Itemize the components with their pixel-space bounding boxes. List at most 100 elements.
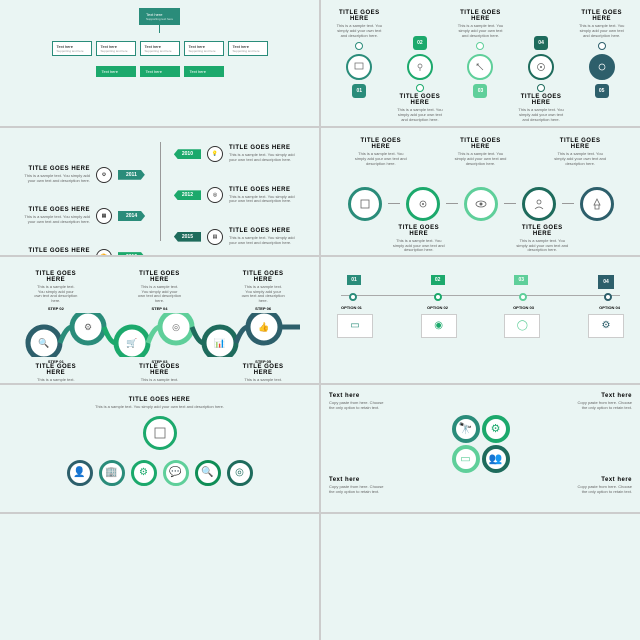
dot xyxy=(434,293,442,301)
item-title: TITLE GOES HERE xyxy=(454,138,506,150)
org-green-box: Text here xyxy=(140,66,180,77)
item-title: Text here xyxy=(572,393,632,399)
item-title: TITLE GOES HERE xyxy=(137,271,181,283)
target-icon: ◎ xyxy=(207,187,223,203)
item-title: TITLE GOES HERE xyxy=(137,364,181,376)
org-top: Text here Supporting text here xyxy=(139,8,180,25)
option-label: OPTION 02 xyxy=(427,305,448,310)
item-title: TITLE GOES HERE xyxy=(393,225,445,237)
s2-item: TITLE GOES HERE This is a sample text. Y… xyxy=(577,10,627,126)
s2-item: 02 TITLE GOES HERE This is a sample text… xyxy=(395,36,445,126)
item-title: TITLE GOES HERE xyxy=(355,138,407,150)
num-badge: 02 xyxy=(431,275,445,285)
dot xyxy=(598,42,606,50)
num-badge: 03 xyxy=(473,84,487,98)
clover-leaf: 👥 xyxy=(482,445,510,473)
item-title: TITLE GOES HERE xyxy=(554,138,606,150)
s2-item: 04 TITLE GOES HERE This is a sample text… xyxy=(516,36,566,126)
chart-icon: ▤ xyxy=(207,229,223,245)
step-label: STEP 04 xyxy=(137,306,181,311)
svg-text:📊: 📊 xyxy=(214,337,225,348)
org-box: Text hereSupporting text here xyxy=(228,41,268,56)
year-tag: 2015 xyxy=(174,232,201,242)
dot xyxy=(349,293,357,301)
slide-partial xyxy=(0,514,319,640)
hub-node: 🏢 xyxy=(99,460,125,486)
item-desc: This is a sample text. You simply add yo… xyxy=(355,152,407,166)
slide-partial xyxy=(321,514,640,640)
item-title: TITLE GOES HERE xyxy=(241,271,285,283)
option-label: OPTION 04 xyxy=(599,305,620,310)
org-box: Text hereSupporting text here xyxy=(184,41,224,56)
item-desc: This is a sample text. You simply add yo… xyxy=(454,152,506,166)
item-title: TITLE GOES HERE xyxy=(334,10,384,22)
clover-leaf: 🔭 xyxy=(452,415,480,443)
slide-hub: TITLE GOES HEREThis is a sample text. Yo… xyxy=(0,385,319,511)
slide-circles-alt: TITLE GOES HERE This is a sample text. Y… xyxy=(321,0,640,126)
hub-node: ⚙ xyxy=(131,460,157,486)
gear-icon: ⚙ xyxy=(96,167,112,183)
tl-item: TITLE GOES HEREThis is a sample text. Yo… xyxy=(20,248,299,254)
page-sub: This is a sample text. You simply add yo… xyxy=(8,405,311,410)
svg-text:🛒: 🛒 xyxy=(126,337,137,348)
process-circle xyxy=(464,187,498,221)
hub-center xyxy=(143,416,177,450)
connector xyxy=(388,203,400,204)
connector xyxy=(446,203,458,204)
item-desc: This is a sample text. You simply add yo… xyxy=(516,239,568,253)
dot xyxy=(476,42,484,50)
num-badge: 03 xyxy=(514,275,528,285)
option-box: ⚙ xyxy=(588,314,624,338)
org-green-box: Text here xyxy=(184,66,224,77)
lightbulb-icon: 💡 xyxy=(207,146,223,162)
snake-path: 🔍 ⚙ 🛒 ◎ 📊 👍 xyxy=(10,313,310,357)
dot xyxy=(604,293,612,301)
step-label: STEP 06 xyxy=(241,306,285,311)
item-desc: This is a sample text. You simply add yo… xyxy=(516,108,566,122)
item-title: TITLE GOES HERE xyxy=(241,364,285,376)
process-row xyxy=(327,167,634,221)
item-title: TITLE GOES HERE xyxy=(577,10,627,22)
org-box: Text hereSupporting text here xyxy=(52,41,92,56)
option-label: OPTION 03 xyxy=(513,305,534,310)
year-tag: 2012 xyxy=(174,190,201,200)
svg-text:👍: 👍 xyxy=(258,321,269,332)
option-box: ◉ xyxy=(421,314,457,338)
dot xyxy=(519,293,527,301)
option-box: ◯ xyxy=(504,314,540,338)
process-circle xyxy=(522,187,556,221)
dot xyxy=(355,42,363,50)
circle-icon xyxy=(407,54,433,80)
map-icon: ▦ xyxy=(96,208,112,224)
hub-node: ◎ xyxy=(227,460,253,486)
process-circle xyxy=(580,187,614,221)
dot xyxy=(537,84,545,92)
item-title: TITLE GOES HERE xyxy=(34,364,78,376)
process-circle xyxy=(348,187,382,221)
num-badge: 05 xyxy=(595,84,609,98)
year-tag: 2019 xyxy=(118,252,145,255)
num-badge: 02 xyxy=(413,36,427,50)
item-title: Text here xyxy=(329,393,389,399)
item-title: TITLE GOES HERE xyxy=(516,94,566,106)
org-box: Text hereSupporting text here xyxy=(140,41,180,56)
dot xyxy=(416,84,424,92)
hub-node: 👤 xyxy=(67,460,93,486)
clover-leaf: ▭ xyxy=(452,445,480,473)
circle-icon xyxy=(346,54,372,80)
slide-clover: Text hereCopy paste from here. Choose th… xyxy=(321,385,640,511)
slide-orgchart: Text here Supporting text here Text here… xyxy=(0,0,319,126)
item-title: TITLE GOES HERE xyxy=(516,225,568,237)
org-row3: Text here Text here Text here xyxy=(96,66,224,77)
item-title: Text here xyxy=(329,477,389,483)
year-tag: 2014 xyxy=(118,211,145,221)
num-badge: 01 xyxy=(347,275,361,285)
num-badge: 01 xyxy=(352,84,366,98)
connector xyxy=(159,25,160,33)
item-desc: This is a sample text. You simply add yo… xyxy=(577,24,627,38)
trophy-icon: 🏆 xyxy=(96,249,112,255)
item-title: TITLE GOES HERE xyxy=(455,10,505,22)
item-desc: This is a sample text. You simply add yo… xyxy=(393,239,445,253)
connector xyxy=(504,203,516,204)
svg-text:🔍: 🔍 xyxy=(38,337,49,348)
